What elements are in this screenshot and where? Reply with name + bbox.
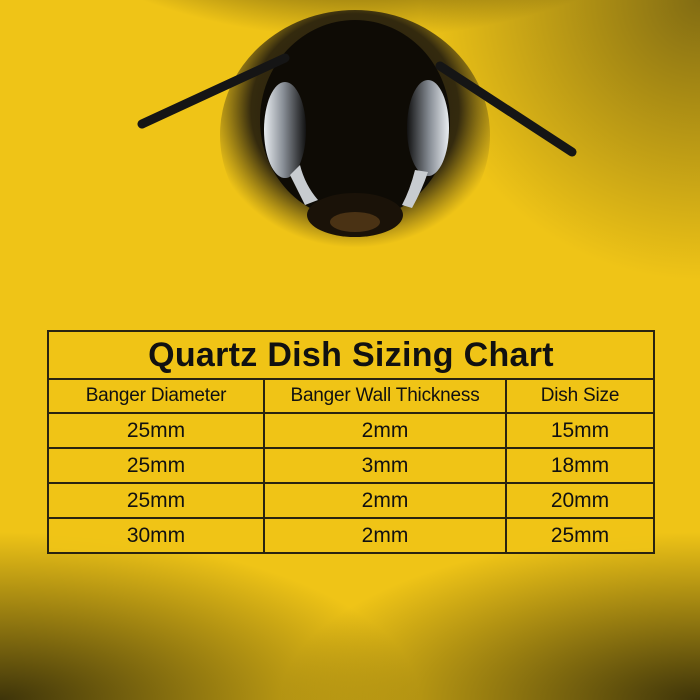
header-banger-wall-thickness: Banger Wall Thickness bbox=[263, 378, 507, 414]
right-eye bbox=[407, 80, 449, 176]
table-row: 30mm 2mm 25mm bbox=[47, 517, 655, 554]
table-row: 25mm 2mm 20mm bbox=[47, 482, 655, 519]
cell-wall-thickness: 2mm bbox=[263, 412, 507, 449]
left-eye bbox=[264, 82, 306, 178]
cell-banger-diameter: 30mm bbox=[47, 517, 265, 554]
cell-dish-size: 20mm bbox=[505, 482, 655, 519]
sizing-chart-table: Quartz Dish Sizing Chart Banger Diameter… bbox=[47, 330, 655, 554]
cell-dish-size: 25mm bbox=[505, 517, 655, 554]
cell-wall-thickness: 3mm bbox=[263, 447, 507, 484]
cell-banger-diameter: 25mm bbox=[47, 482, 265, 519]
cell-banger-diameter: 25mm bbox=[47, 447, 265, 484]
header-banger-diameter: Banger Diameter bbox=[47, 378, 265, 414]
table-row: 25mm 3mm 18mm bbox=[47, 447, 655, 484]
cell-dish-size: 18mm bbox=[505, 447, 655, 484]
cell-dish-size: 15mm bbox=[505, 412, 655, 449]
left-antenna bbox=[137, 53, 290, 129]
table-header-row: Banger Diameter Banger Wall Thickness Di… bbox=[47, 378, 655, 414]
table-title: Quartz Dish Sizing Chart bbox=[47, 330, 655, 380]
cell-banger-diameter: 25mm bbox=[47, 412, 265, 449]
table-row: 25mm 2mm 15mm bbox=[47, 412, 655, 449]
right-antenna bbox=[435, 61, 577, 157]
cell-wall-thickness: 2mm bbox=[263, 517, 507, 554]
cell-wall-thickness: 2mm bbox=[263, 482, 507, 519]
header-dish-size: Dish Size bbox=[505, 378, 655, 414]
bee-head-icon bbox=[137, 10, 577, 260]
